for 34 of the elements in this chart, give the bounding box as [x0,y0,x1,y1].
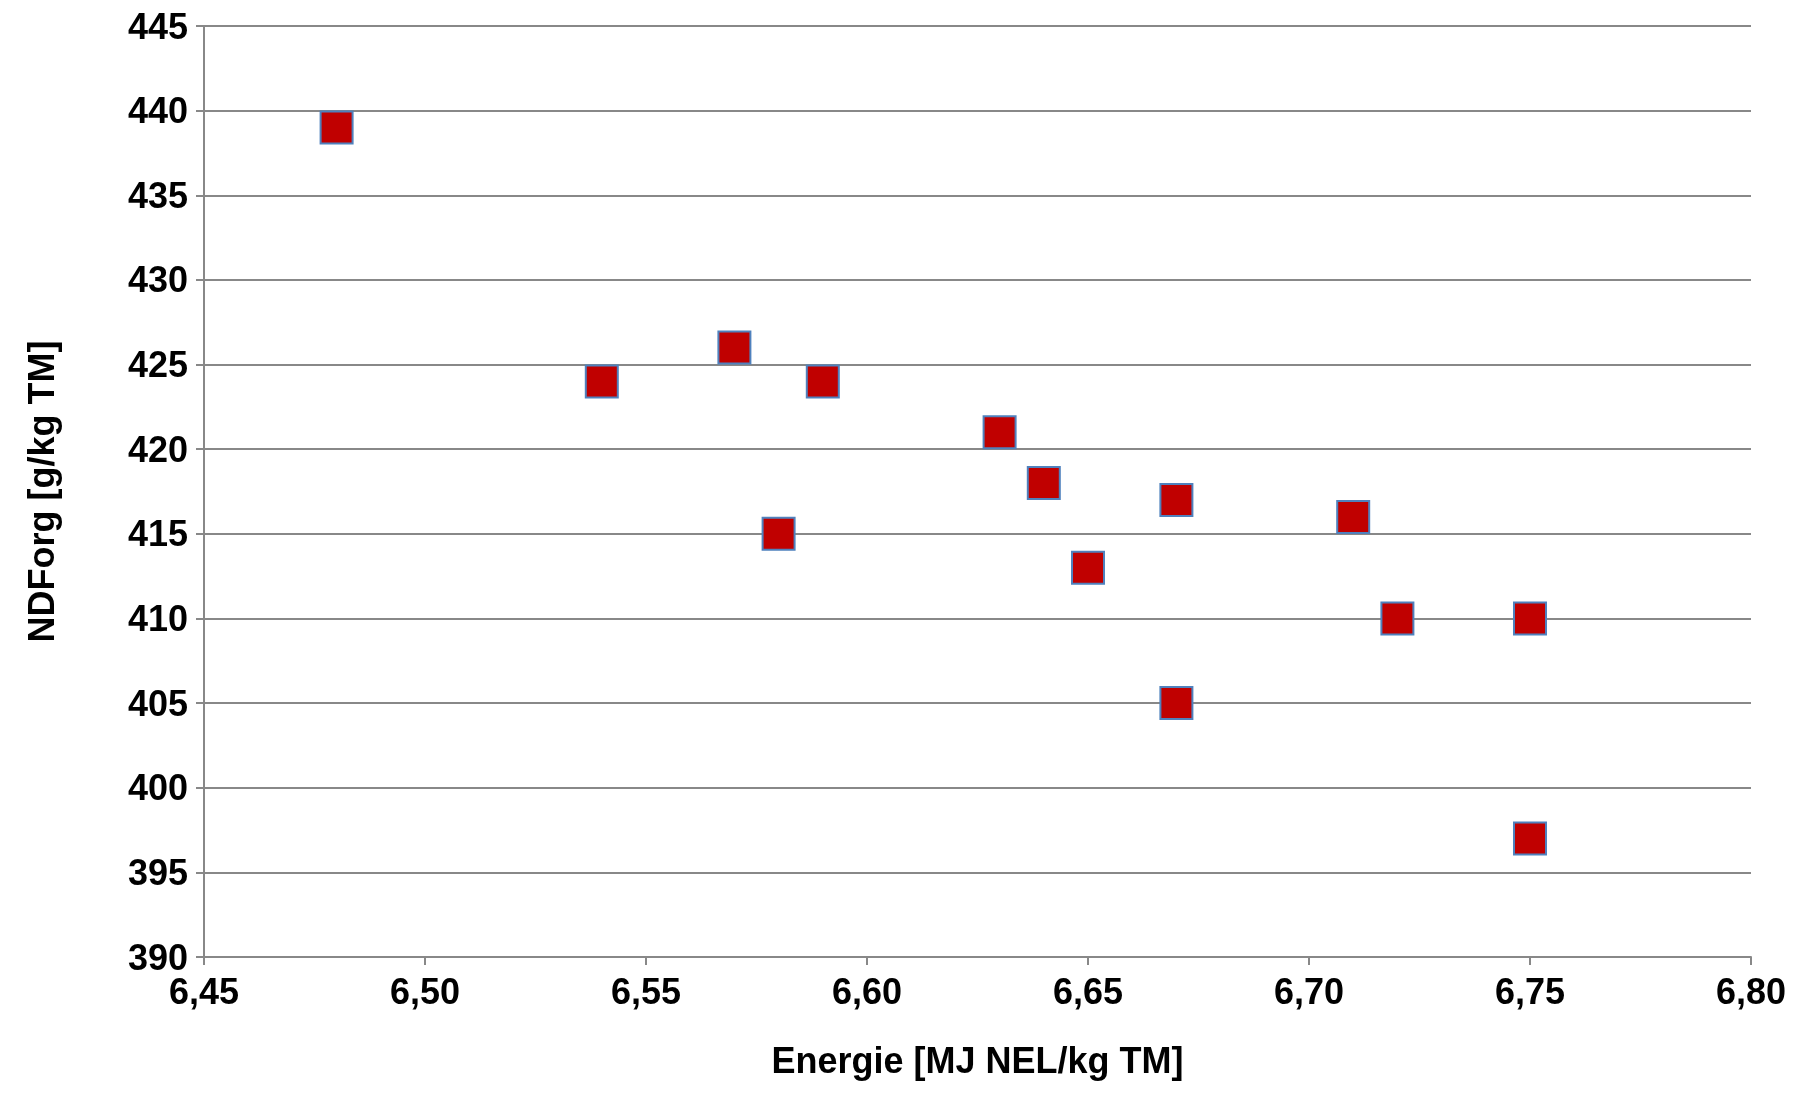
y-tick-label: 430 [127,259,188,301]
point [1513,821,1547,856]
x-tick-label: 6,80 [1715,970,1787,1012]
y-tick-label: 410 [127,597,188,639]
point [1513,601,1547,636]
x-tick-label: 6,65 [1052,970,1124,1012]
point [1336,499,1371,534]
y-tick-label: 425 [127,344,188,386]
y-tick-label: 435 [127,174,188,216]
x-axis-title: Energie [MJ NEL/kg TM] [771,1039,1184,1081]
x-tick-label: 6,70 [1273,970,1345,1012]
x-tick-label: 6,75 [1494,970,1566,1012]
point [1380,601,1415,636]
y-axis-title: NDForg [g/kg TM] [20,340,62,643]
y-tick-label: 415 [127,513,188,555]
y-tick-label: 445 [127,5,188,47]
point [982,415,1017,450]
y-tick-label: 440 [127,90,188,132]
point [584,364,619,399]
point [1026,466,1061,501]
y-tick-label: 395 [127,851,188,893]
point [1159,482,1194,517]
y-tick-label: 400 [127,767,188,809]
y-tick-label: 420 [127,428,188,470]
point [717,330,752,365]
point [319,110,354,145]
y-tick-label: 405 [127,682,188,724]
x-tick-label: 6,55 [610,970,682,1012]
point [761,516,796,551]
point [1071,550,1105,585]
point [805,364,840,399]
x-tick-label: 6,50 [389,970,461,1012]
point [1159,686,1194,721]
x-tick-label: 6,60 [831,970,903,1012]
